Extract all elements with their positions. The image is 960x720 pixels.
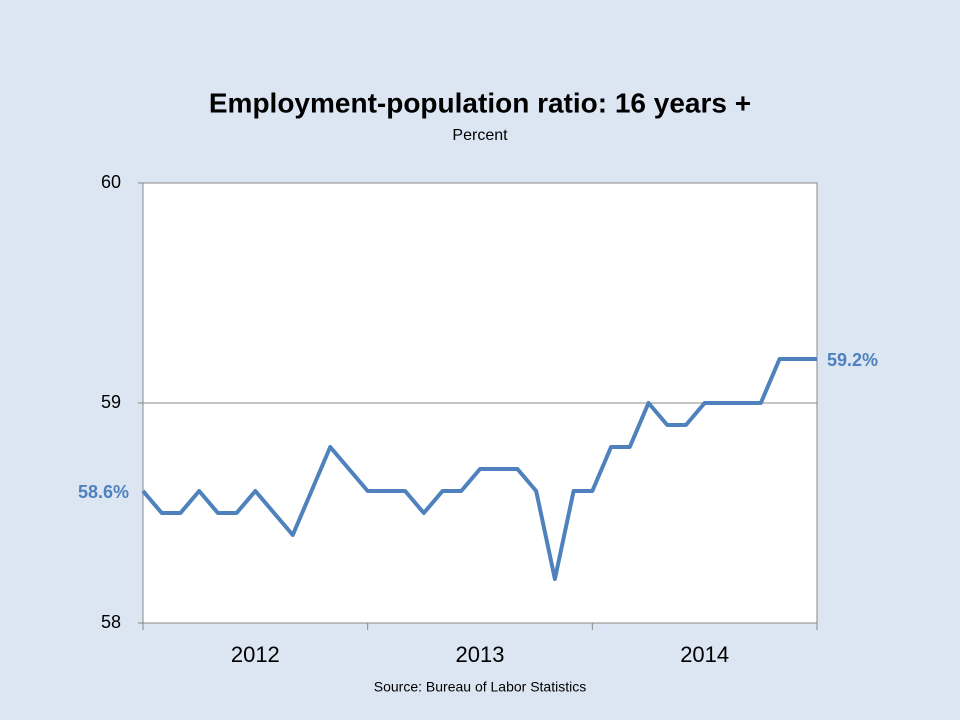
chart-subtitle: Percent — [452, 127, 508, 144]
value-label: 59.2% — [827, 350, 878, 370]
data-line — [141, 357, 817, 581]
source-note: Source: Bureau of Labor Statistics — [374, 679, 586, 695]
y-tick-label: 58 — [101, 612, 121, 632]
value-label: 58.6% — [78, 482, 129, 502]
x-tick-label: 2013 — [456, 642, 505, 667]
x-tick-label: 2012 — [231, 642, 280, 667]
y-tick-label: 59 — [101, 392, 121, 412]
chart-title: Employment-population ratio: 16 years + — [209, 87, 751, 118]
x-tick-label: 2014 — [680, 642, 729, 667]
y-tick-label: 60 — [101, 172, 121, 192]
